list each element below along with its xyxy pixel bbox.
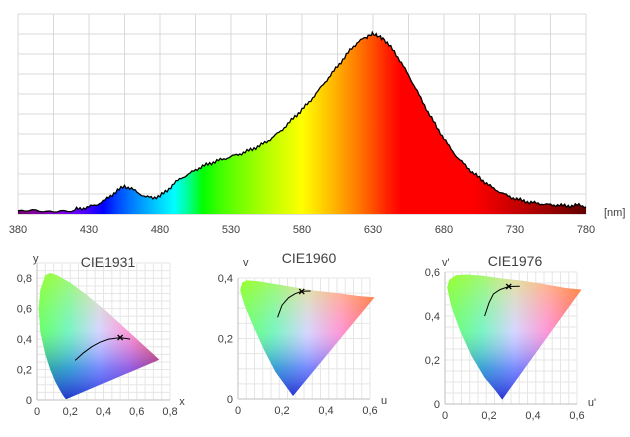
cie-x-tick-label: 0,4	[96, 406, 111, 418]
cie-y-tick-label: 0,2	[218, 334, 233, 346]
spectrum-x-tick-label: 780	[577, 224, 595, 236]
cie-x-tick-label: 0,6	[569, 410, 584, 422]
spectrum-x-tick-label: 730	[506, 224, 524, 236]
cie-gamut-shading	[240, 280, 375, 396]
cie-title: CIE1931	[81, 254, 136, 270]
cie-color-point-marker: ×	[117, 331, 124, 345]
spectrum-x-tick-label: 580	[293, 224, 311, 236]
cie-color-point-marker: ×	[298, 284, 305, 298]
cie-color-point-marker: ×	[505, 280, 512, 294]
cie-x-axis-label: u	[381, 395, 387, 407]
cie-y-tick-label: 0	[227, 394, 233, 406]
cie-x-tick-label: 0,4	[318, 405, 333, 417]
spectrum-area	[18, 32, 586, 214]
spectrum-x-tick-label: 680	[435, 224, 453, 236]
cie-title: CIE1976	[488, 253, 543, 269]
cie-y-tick-label: 0,4	[17, 334, 32, 346]
cie-x-tick-label: 0	[235, 405, 241, 417]
cie-x-tick-label: 0,6	[362, 405, 377, 417]
spectrum-x-tick-label: 380	[9, 224, 27, 236]
cie-gamut-shading	[38, 273, 160, 400]
cie-y-axis-label: v'	[442, 257, 450, 269]
cie-x-tick-label: 0	[442, 410, 448, 422]
cie-y-tick-label: 0,6	[425, 267, 440, 279]
cie1931-diagram: × 0 0,2 0,4 0,6 0,8 0 0,2 0,4 0,6 0,8 CIE1931 y x	[17, 253, 186, 418]
cie-x-axis-label: u'	[588, 397, 596, 409]
cie-x-tick-label: 0,4	[525, 410, 540, 422]
cie-x-tick-label: 0,2	[274, 405, 289, 417]
cie-planckian-locus	[74, 337, 131, 361]
cie-planckian-locus	[484, 285, 520, 317]
cie1960-diagram: × 0 0,2 0,4 0,6 0 0,2 0,4 CIE1960 v u	[218, 250, 387, 417]
cie-x-tick-label: 0,2	[63, 406, 78, 418]
cie-x-axis-label: x	[179, 396, 185, 408]
spectrum-chart: 380 430 480 530 580 630 680 730 780 [nm]	[9, 13, 625, 236]
cie-y-tick-label: 0,4	[218, 273, 233, 285]
spectrum-x-tick-label: 630	[364, 224, 382, 236]
cie-x-tick-label: 0,8	[162, 406, 177, 418]
cie1976-diagram: × 0 0,2 0,4 0,6 0 0,2 0,4 0,6 CIE1976 v' u'	[425, 253, 596, 422]
cie-y-tick-label: 0,4	[425, 311, 440, 323]
cie-x-tick-label: 0	[34, 406, 40, 418]
spectrum-x-tick-labels: 380 430 480 530 580 630 680 730 780	[9, 224, 595, 236]
cie-y-axis-label: v	[243, 257, 249, 269]
cie-y-tick-label: 0	[26, 395, 32, 407]
spectrum-x-tick-label: 480	[151, 224, 169, 236]
spectrum-line	[17, 30, 587, 213]
cie-y-tick-label: 0,2	[425, 355, 440, 367]
spectrum-x-tick-label: 530	[222, 224, 240, 236]
cie-y-axis-label: y	[33, 253, 39, 265]
cie-title: CIE1960	[282, 250, 337, 266]
cie-y-tick-label: 0,6	[17, 304, 32, 316]
cie-y-tick-label: 0,8	[17, 273, 32, 285]
cie-x-tick-label: 0,2	[481, 410, 496, 422]
cie-y-tick-label: 0,2	[17, 365, 32, 377]
cie-y-tick-label: 0	[434, 399, 440, 411]
cie-planckian-locus	[277, 290, 311, 318]
cie-x-tick-label: 0,6	[129, 406, 144, 418]
spectrum-unit-label: [nm]	[604, 207, 625, 219]
cie-gamut-shading	[447, 274, 582, 400]
spectrum-x-tick-label: 430	[80, 224, 98, 236]
